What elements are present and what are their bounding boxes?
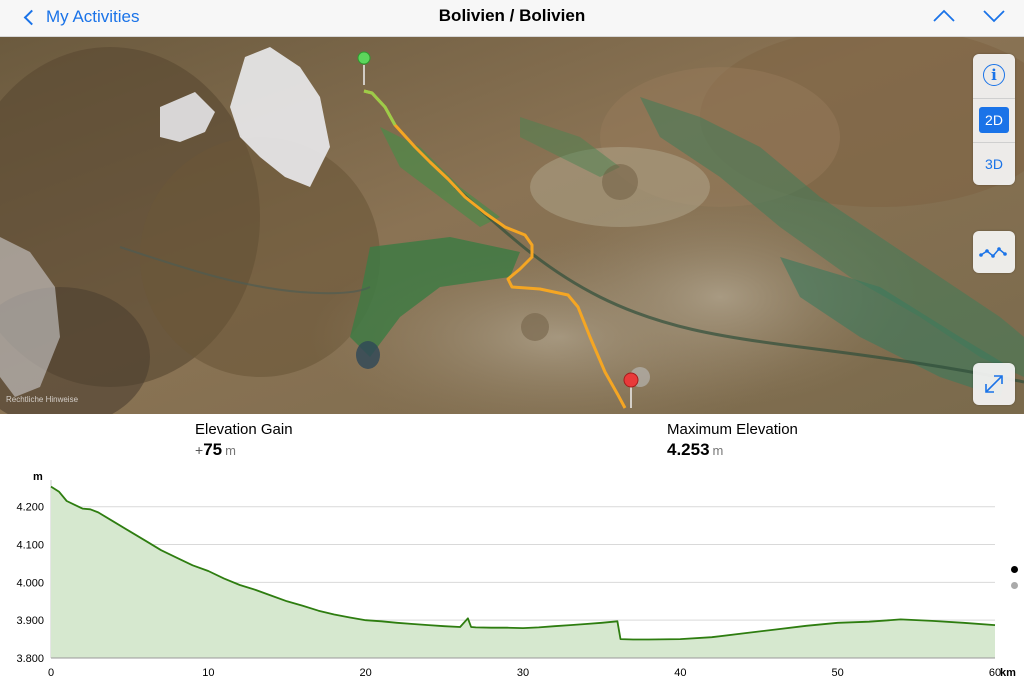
x-tick-label: 30 <box>517 667 529 679</box>
navigation-bar: My Activities Bolivien / Bolivien <box>0 0 1024 37</box>
x-tick-label: 40 <box>674 667 686 679</box>
x-tick-label: 50 <box>832 667 844 679</box>
info-button[interactable]: i <box>973 54 1015 96</box>
y-tick-label: 3.900 <box>16 615 44 627</box>
elevation-gain-unit: m <box>225 443 236 458</box>
page-title: Bolivien / Bolivien <box>438 6 586 25</box>
end-pin-icon[interactable] <box>623 372 639 408</box>
y-axis-unit: m <box>33 471 43 483</box>
max-elevation-stat: Maximum Elevation 4.253 m <box>667 421 798 460</box>
max-elevation-value: 4.253 m <box>667 440 798 460</box>
max-elevation-label: Maximum Elevation <box>667 421 798 438</box>
fullscreen-button[interactable] <box>973 363 1015 405</box>
chevron-up-icon <box>933 9 955 22</box>
elevation-gain-sign: + <box>195 442 204 458</box>
info-icon: i <box>983 64 1005 86</box>
elevation-line <box>50 485 996 641</box>
elevation-area <box>51 486 995 658</box>
satellite-imagery <box>0 37 1024 414</box>
previous-activity-button[interactable] <box>932 6 956 26</box>
elevation-profile-icon <box>979 247 1007 258</box>
back-button[interactable]: My Activities <box>22 5 140 29</box>
max-elevation-number: 4.253 <box>667 440 710 459</box>
elevation-chart[interactable]: 4.200 4.100 4.000 3.900 3.800 0 10 20 30 40 50 60 m k… <box>0 466 1024 689</box>
y-tick-label: 4.100 <box>16 540 44 552</box>
x-tick-label: 0 <box>48 667 54 679</box>
start-pin-icon[interactable] <box>357 51 371 85</box>
route-line <box>363 89 627 409</box>
page-indicator-dot[interactable] <box>1011 582 1018 589</box>
map-mode-controls: i 2D 3D <box>973 54 1015 185</box>
elevation-profile-button[interactable] <box>973 231 1015 273</box>
elevation-chart-svg: 4.200 4.100 4.000 3.900 3.800 0 10 20 30 40 50 60 m k… <box>16 471 1016 679</box>
elevation-gain-label: Elevation Gain <box>195 421 293 438</box>
back-button-label: My Activities <box>46 7 140 26</box>
max-elevation-unit: m <box>712 443 724 458</box>
mode-2d-label: 2D <box>979 106 1009 133</box>
page-indicator-dot-active[interactable] <box>1011 566 1018 573</box>
mode-3d-button[interactable]: 3D <box>973 142 1015 184</box>
y-tick-label: 4.000 <box>16 577 44 589</box>
y-tick-label: 3.800 <box>16 653 44 665</box>
satellite-map[interactable]: Rechtliche Hinweise i 2D 3D <box>0 37 1024 414</box>
x-axis-unit: km <box>1000 667 1016 679</box>
x-tick-label: 20 <box>360 667 372 679</box>
elevation-gain-number: 75 <box>203 440 223 459</box>
elevation-gain-value: +75 m <box>195 440 293 460</box>
map-attribution[interactable]: Rechtliche Hinweise <box>6 395 79 404</box>
chevron-down-icon <box>983 10 1005 23</box>
expand-icon <box>985 375 1003 393</box>
mode-3d-label: 3D <box>985 155 1003 172</box>
next-activity-button[interactable] <box>982 6 1006 26</box>
y-tick-label: 4.200 <box>16 502 44 514</box>
x-tick-label: 60 <box>989 667 1001 679</box>
x-tick-label: 10 <box>202 667 214 679</box>
elevation-gain-stat: Elevation Gain +75 m <box>195 421 293 460</box>
mode-2d-button[interactable]: 2D <box>973 98 1015 140</box>
